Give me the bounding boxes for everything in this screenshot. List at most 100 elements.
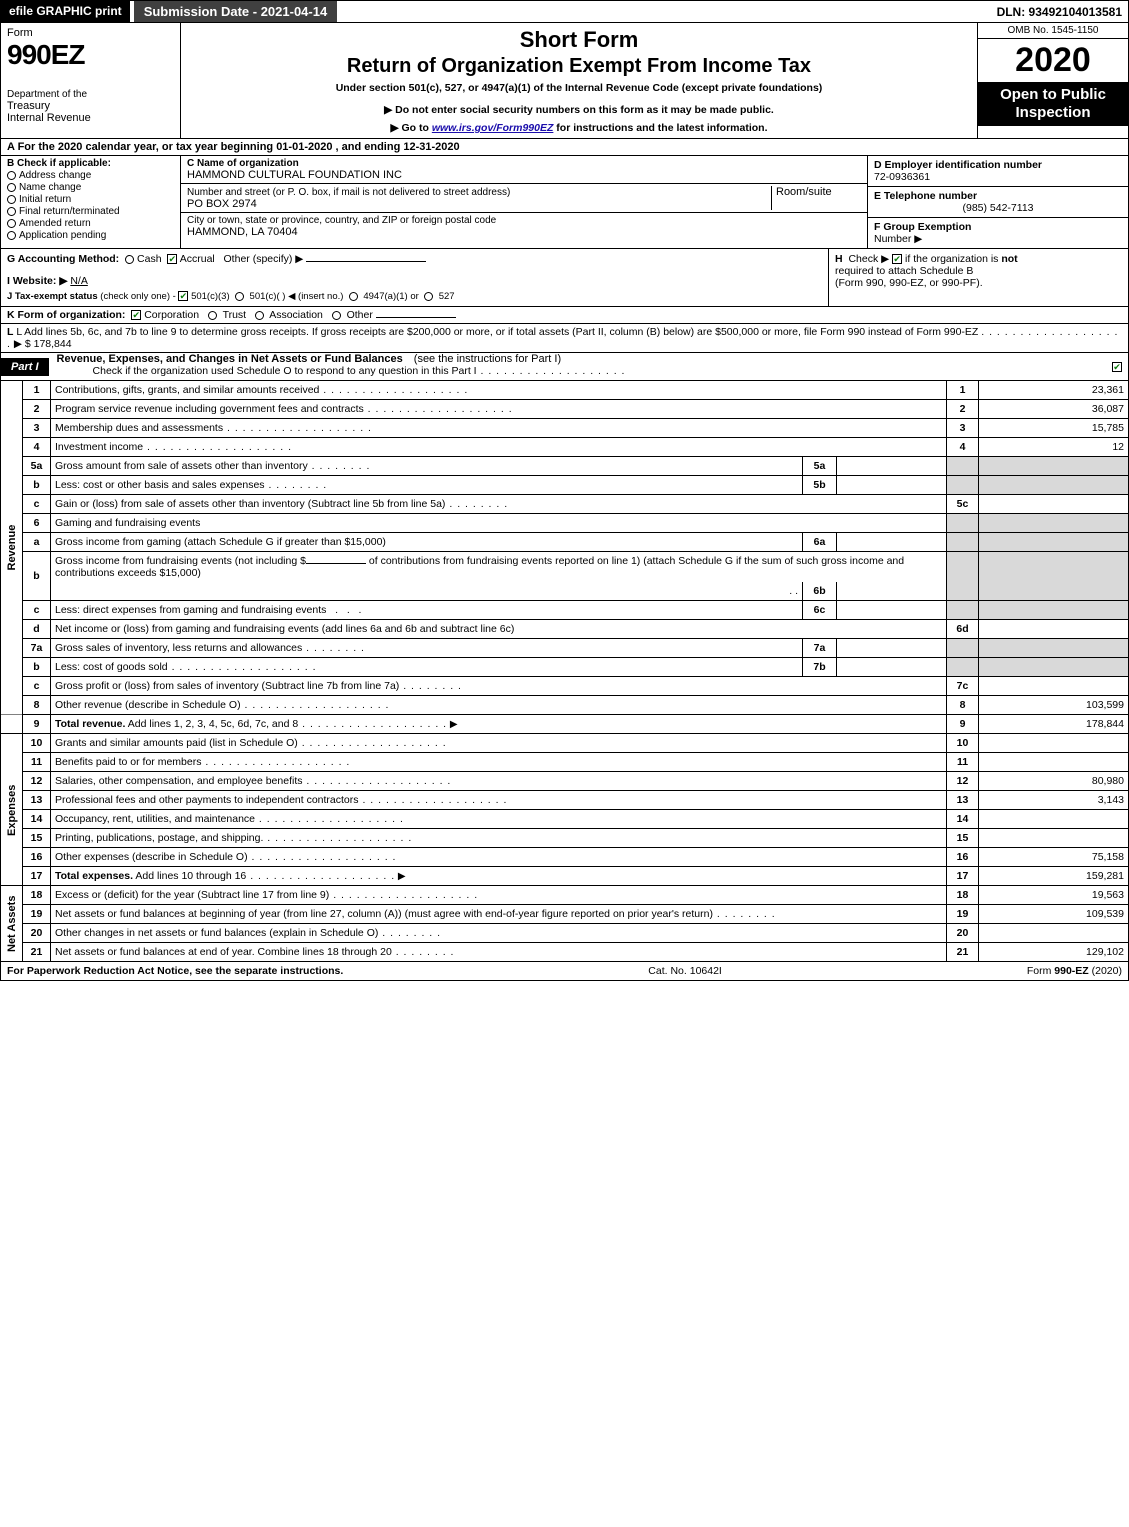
part1-note: (see the instructions for Part I) <box>414 353 561 365</box>
line-19: 19 Net assets or fund balances at beginn… <box>1 905 1129 924</box>
line-9: 9 Total revenue. Add lines 1, 2, 3, 4, 5… <box>1 715 1129 734</box>
j-527-radio[interactable] <box>424 292 433 301</box>
k-label: K Form of organization: <box>7 309 125 321</box>
return-title: Return of Organization Exempt From Incom… <box>189 55 969 78</box>
row-k: K Form of organization: Corporation Trus… <box>0 307 1129 324</box>
part1-tag: Part I <box>1 358 49 376</box>
row-l: L L Add lines 5b, 6c, and 7b to line 9 t… <box>0 324 1129 353</box>
street-label: Number and street (or P. O. box, if mail… <box>187 187 510 198</box>
short-form-title: Short Form <box>189 27 969 53</box>
org-name: HAMMOND CULTURAL FOUNDATION INC <box>187 169 861 181</box>
line-8: 8 Other revenue (describe in Schedule O)… <box>1 696 1129 715</box>
val-7a[interactable] <box>837 639 947 658</box>
dln: DLN: 93492104013581 <box>991 2 1128 22</box>
val-6c[interactable] <box>837 601 947 620</box>
paperwork-notice: For Paperwork Reduction Act Notice, see … <box>7 965 343 977</box>
val-6b[interactable] <box>837 582 947 601</box>
col-b-label: B Check if applicable: <box>7 158 174 169</box>
amt-20 <box>979 924 1129 943</box>
amt-14 <box>979 810 1129 829</box>
chk-name-change[interactable]: Name change <box>7 182 174 193</box>
amt-3: 15,785 <box>979 419 1129 438</box>
j-4947-radio[interactable] <box>349 292 358 301</box>
omb-number: OMB No. 1545-1150 <box>978 23 1128 39</box>
amt-11 <box>979 753 1129 772</box>
amt-8: 103,599 <box>979 696 1129 715</box>
amt-6d <box>979 620 1129 639</box>
line-6c: c Less: direct expenses from gaming and … <box>1 601 1129 620</box>
g-other: Other (specify) ▶ <box>224 253 304 265</box>
city-value: HAMMOND, LA 70404 <box>187 226 861 238</box>
k-trust-radio[interactable] <box>208 311 217 320</box>
chk-amended-return[interactable]: Amended return <box>7 218 174 229</box>
ein-value: 72-0936361 <box>874 171 1122 183</box>
col-b-checkboxes: B Check if applicable: Address change Na… <box>1 156 181 248</box>
line-14: 14 Occupancy, rent, utilities, and maint… <box>1 810 1129 829</box>
efile-tag[interactable]: efile GRAPHIC print <box>1 1 130 22</box>
goto-post: for instructions and the latest informat… <box>553 122 767 134</box>
form-word: Form <box>7 27 174 39</box>
col-c-org-info: C Name of organization HAMMOND CULTURAL … <box>181 156 868 248</box>
room-suite-label: Room/suite <box>776 186 832 198</box>
line-6: 6 Gaming and fundraising events <box>1 514 1129 533</box>
j-501c-radio[interactable] <box>235 292 244 301</box>
line-4: 4 Investment income 4 12 <box>1 438 1129 457</box>
line-5c: c Gain or (loss) from sale of assets oth… <box>1 495 1129 514</box>
k-other-radio[interactable] <box>332 311 341 320</box>
chk-initial-return[interactable]: Initial return <box>7 194 174 205</box>
row-g: G Accounting Method: Cash Accrual Other … <box>7 253 822 265</box>
line-6b: b Gross income from fundraising events (… <box>1 552 1129 583</box>
form-ref: Form 990-EZ (2020) <box>1027 965 1122 977</box>
amt-19: 109,539 <box>979 905 1129 924</box>
tax-year: 2020 <box>978 39 1128 82</box>
h-check[interactable] <box>892 254 902 264</box>
amt-18: 19,563 <box>979 886 1129 905</box>
dept-line1: Department of the <box>7 89 174 100</box>
i-label: I Website: ▶ <box>7 275 67 287</box>
netassets-side-label: Net Assets <box>1 886 23 962</box>
line-7a: 7a Gross sales of inventory, less return… <box>1 639 1129 658</box>
page-footer: For Paperwork Reduction Act Notice, see … <box>0 962 1129 981</box>
line-6a: a Gross income from gaming (attach Sched… <box>1 533 1129 552</box>
line-11: 11 Benefits paid to or for members 11 <box>1 753 1129 772</box>
city-label: City or town, state or province, country… <box>187 215 861 226</box>
chk-final-return[interactable]: Final return/terminated <box>7 206 174 217</box>
val-7b[interactable] <box>837 658 947 677</box>
chk-application-pending[interactable]: Application pending <box>7 230 174 241</box>
part1-header: Part I Revenue, Expenses, and Changes in… <box>0 353 1129 381</box>
part1-schedule-o-check[interactable] <box>1112 362 1122 372</box>
ghij-block: G Accounting Method: Cash Accrual Other … <box>0 249 1129 307</box>
tel-value: (985) 542-7113 <box>874 202 1122 214</box>
part1-sub: Check if the organization used Schedule … <box>93 365 477 377</box>
k-corp-check[interactable] <box>131 310 141 320</box>
line-5a: 5a Gross amount from sale of assets othe… <box>1 457 1129 476</box>
g-cash-radio[interactable] <box>125 255 134 264</box>
line-2: 2 Program service revenue including gove… <box>1 400 1129 419</box>
line-7b: b Less: cost of goods sold 7b <box>1 658 1129 677</box>
val-5b[interactable] <box>837 476 947 495</box>
revenue-side-label: Revenue <box>1 381 23 715</box>
6b-amount-input[interactable] <box>306 563 366 564</box>
ein-label: D Employer identification number <box>874 159 1122 171</box>
amt-10 <box>979 734 1129 753</box>
irs-link[interactable]: www.irs.gov/Form990EZ <box>432 122 554 134</box>
g-accrual-check[interactable] <box>167 254 177 264</box>
g-other-input[interactable] <box>306 261 426 262</box>
line-5b: b Less: cost or other basis and sales ex… <box>1 476 1129 495</box>
line-6d: d Net income or (loss) from gaming and f… <box>1 620 1129 639</box>
col-d-right: D Employer identification number 72-0936… <box>868 156 1128 248</box>
top-bar: efile GRAPHIC print Submission Date - 20… <box>0 0 1129 23</box>
goto-line: ▶ Go to www.irs.gov/Form990EZ for instru… <box>189 122 969 134</box>
val-5a[interactable] <box>837 457 947 476</box>
k-assoc-radio[interactable] <box>255 311 264 320</box>
line-21: 21 Net assets or fund balances at end of… <box>1 943 1129 962</box>
chk-address-change[interactable]: Address change <box>7 170 174 181</box>
amt-21: 129,102 <box>979 943 1129 962</box>
amt-9: 178,844 <box>979 715 1129 734</box>
j-501c3-check[interactable] <box>178 291 188 301</box>
line-20: 20 Other changes in net assets or fund b… <box>1 924 1129 943</box>
k-other-input[interactable] <box>376 317 456 318</box>
amt-2: 36,087 <box>979 400 1129 419</box>
val-6a[interactable] <box>837 533 947 552</box>
line-7c: c Gross profit or (loss) from sales of i… <box>1 677 1129 696</box>
